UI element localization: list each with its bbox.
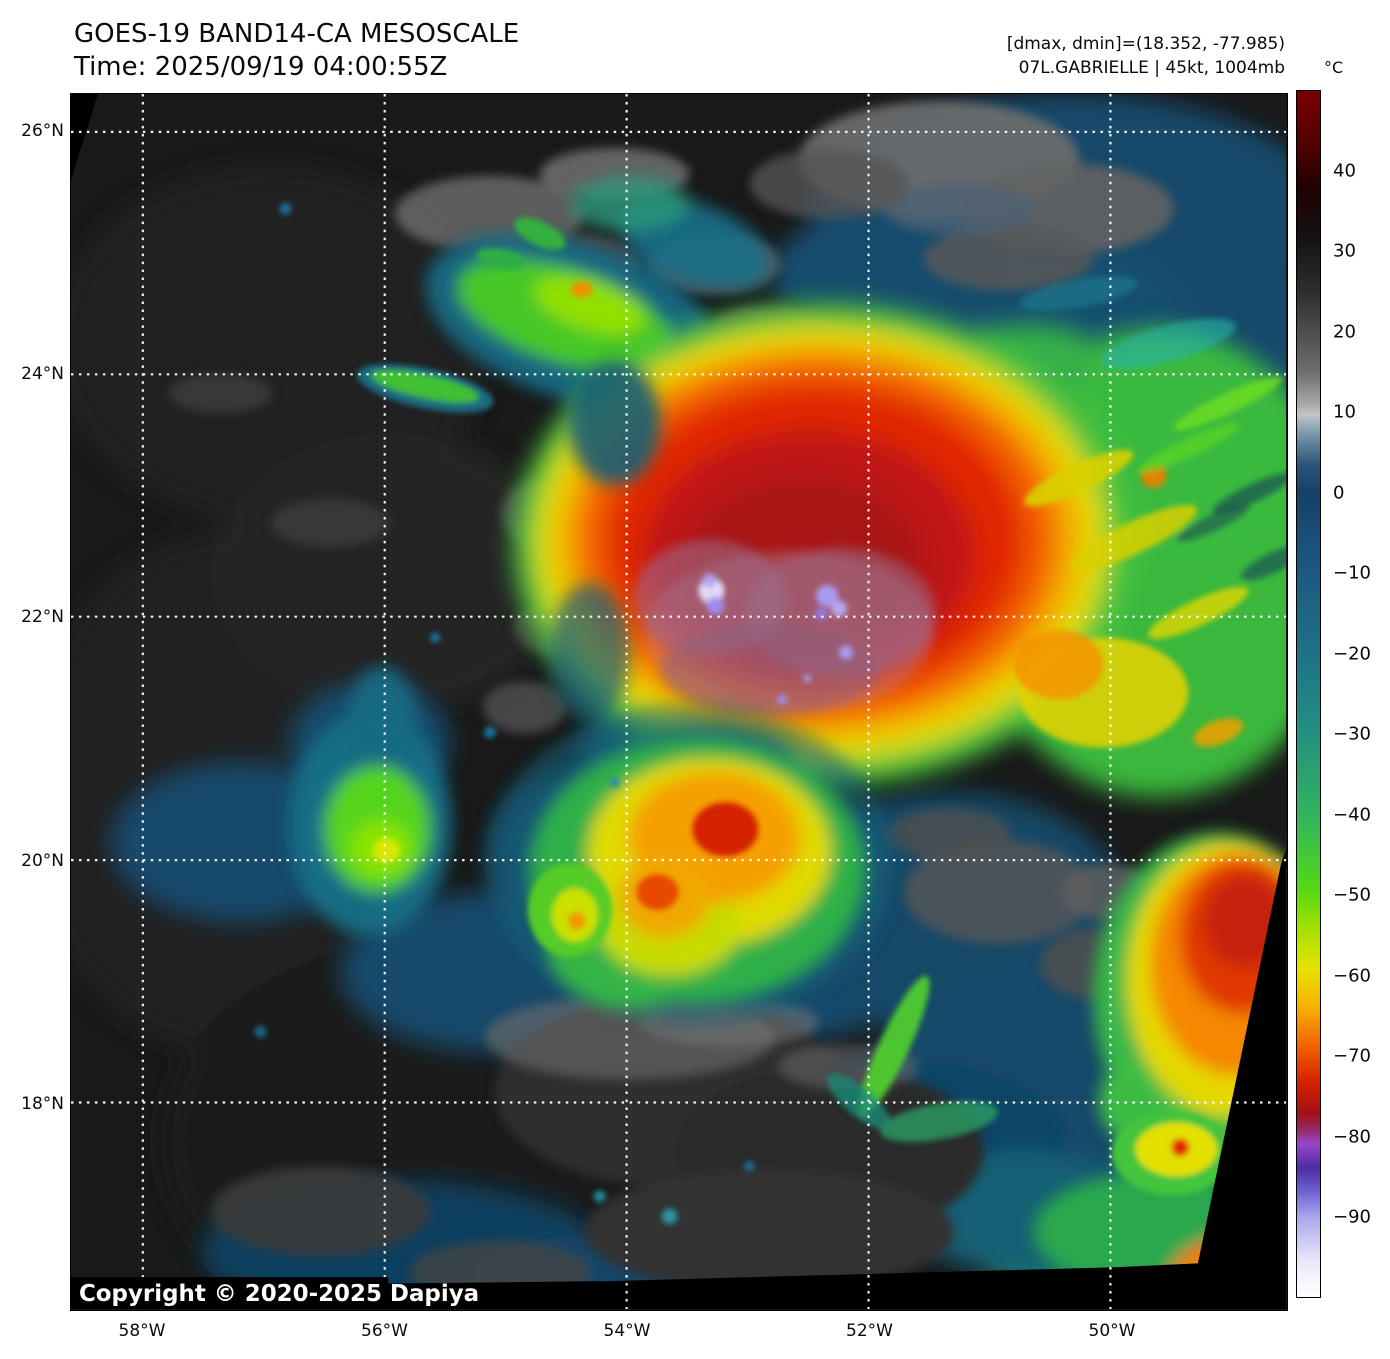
colorbar-tick: 30 xyxy=(1333,240,1356,262)
satellite-imagery: Copyright © 2020-2025 Dapiya xyxy=(71,94,1286,1309)
lat-tick-label: 24°N xyxy=(21,364,64,385)
lon-tick-label: 58°W xyxy=(118,1321,166,1341)
lat-tick-label: 22°N xyxy=(21,607,64,628)
copyright-watermark: Copyright © 2020-2025 Dapiya xyxy=(71,1277,479,1309)
storm-readout: [dmax, dmin]=(18.352, -77.985) 07L.GABRI… xyxy=(1007,32,1285,80)
colorbar-tick: −80 xyxy=(1333,1126,1371,1148)
lon-tick-label: 52°W xyxy=(846,1321,893,1341)
colorbar xyxy=(1296,90,1321,1298)
product-header: GOES-19 BAND14-CA MESOSCALE Time: 2025/0… xyxy=(74,18,519,84)
east-outflow-texture xyxy=(1013,276,1286,748)
lat-tick-label: 20°N xyxy=(21,850,64,871)
satellite-map: Copyright © 2020-2025 Dapiya xyxy=(70,93,1288,1311)
colorbar-unit-label: °C xyxy=(1324,58,1344,77)
small-cloud-dots xyxy=(254,202,755,1225)
timestamp: Time: 2025/09/19 04:00:55Z xyxy=(74,52,448,82)
colorbar-tick: −60 xyxy=(1333,965,1371,987)
colorbar-tick: −30 xyxy=(1333,723,1371,745)
colorbar-tick: −20 xyxy=(1333,643,1371,665)
lon-tick-label: 54°W xyxy=(603,1321,651,1341)
colorbar-tick: −10 xyxy=(1333,562,1371,584)
nw-convective-cell xyxy=(356,175,771,413)
colorbar-tick: 20 xyxy=(1333,321,1356,343)
lat-tick-label: 18°N xyxy=(21,1093,64,1114)
lat-tick-label: 26°N xyxy=(21,121,64,141)
storm-gabrielle-cdo xyxy=(512,276,1286,803)
storm-status: 07L.GABRIELLE | 45kt, 1004mb xyxy=(1018,58,1285,78)
dmax-dmin-readout: [dmax, dmin]=(18.352, -77.985) xyxy=(1006,34,1285,54)
colorbar-tick: 10 xyxy=(1333,401,1356,423)
svg-text:Copyright © 2020-2025 Dapiya: Copyright © 2020-2025 Dapiya xyxy=(79,1281,479,1307)
overshooting-tops xyxy=(633,539,936,716)
product-title: GOES-19 BAND14-CA MESOSCALE xyxy=(74,19,520,49)
colorbar-tick: 40 xyxy=(1333,160,1356,182)
lon-tick-label: 50°W xyxy=(1088,1321,1136,1341)
colorbar-tick: −90 xyxy=(1333,1206,1371,1228)
colorbar-tick: −70 xyxy=(1333,1045,1371,1067)
graticule xyxy=(71,94,1286,1309)
colorbar-tick: 0 xyxy=(1333,482,1345,504)
colorbar-tick: −40 xyxy=(1333,804,1371,826)
lon-tick-label: 56°W xyxy=(361,1321,408,1341)
colorbar-tick: −50 xyxy=(1333,884,1371,906)
south-convective-cluster xyxy=(484,704,894,1024)
